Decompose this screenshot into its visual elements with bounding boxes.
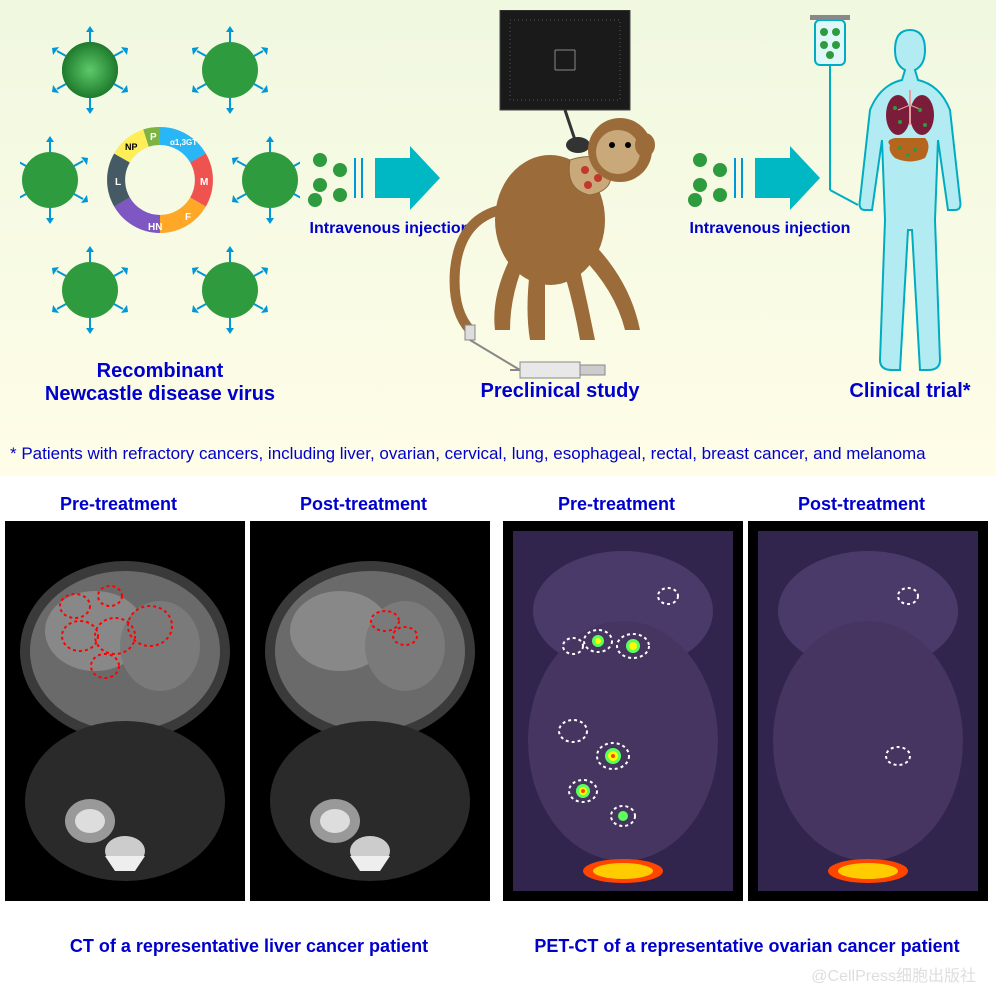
pet-post-image [748,521,988,901]
stage2-label: Preclinical study [460,380,660,403]
svg-text:L: L [115,177,121,188]
transition-1 [300,140,440,220]
preclinical-region [440,10,680,380]
bottom-scans-panel: Pre-treatment Post-treatment [0,476,996,996]
virus-cluster: P α1,3GT M F HN L NP [20,20,300,340]
ct-post-image [250,521,490,901]
virus-diagram-svg: P α1,3GT M F HN L NP [20,20,300,340]
pet-caption: PET-CT of a representative ovarian cance… [498,936,996,957]
pet-pre-image [503,521,743,901]
svg-text:NP: NP [125,142,138,152]
svg-text:M: M [200,177,208,188]
svg-text:α1,3GT: α1,3GT [170,138,197,147]
svg-text:HN: HN [148,222,162,233]
pet-post-label: Post-treatment [798,494,925,515]
ct-pre-label: Pre-treatment [60,494,177,515]
ct-panel: Pre-treatment Post-treatment [0,476,498,996]
svg-text:P: P [150,132,157,143]
clinical-region [810,10,990,380]
petct-panel: Pre-treatment Post-treatment [498,476,996,996]
svg-text:F: F [185,212,191,223]
ct-post-label: Post-treatment [300,494,427,515]
top-workflow-panel: P α1,3GT M F HN L NP [0,0,996,476]
transition-2 [680,140,820,220]
pet-pre-label: Pre-treatment [558,494,675,515]
watermark-text: @CellPress细胞出版社 [811,962,976,986]
ct-pre-image [5,521,245,901]
ct-caption: CT of a representative liver cancer pati… [0,936,498,957]
footnote-text: * Patients with refractory cancers, incl… [10,444,986,464]
stage1-label: Recombinant Newcastle disease virus [10,360,310,406]
stage3-label: Clinical trial* [830,380,990,403]
